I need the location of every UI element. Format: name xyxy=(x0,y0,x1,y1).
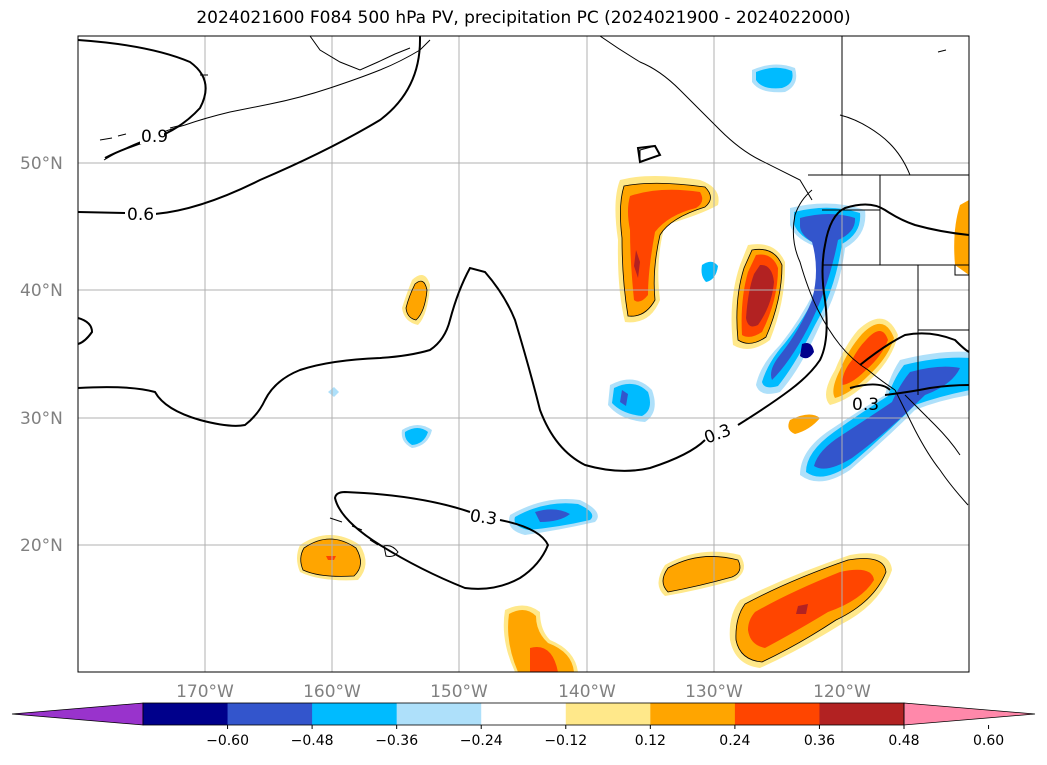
colorbar-segment xyxy=(734,703,820,725)
contour-label: 0.3 xyxy=(852,395,879,415)
map-title: 2024021600 F084 500 hPa PV, precipitatio… xyxy=(196,8,851,28)
lon-label-120w: 120°W xyxy=(813,682,871,702)
contour-label: 0.3 xyxy=(469,506,499,530)
colorbar-tick-label: −0.60 xyxy=(206,733,249,749)
colorbar-segment xyxy=(481,703,567,725)
colorbar-tick-label: 0.36 xyxy=(804,733,835,749)
precip-blob xyxy=(326,556,336,560)
colorbar-ticks: −0.60 −0.48 −0.36 −0.24 −0.12 0.12 0.24 0.36 0.4… xyxy=(206,725,1004,749)
colorbar-segment xyxy=(396,703,482,725)
lon-label-140w: 140°W xyxy=(558,682,616,702)
precip-blob xyxy=(406,281,427,320)
pv-contour-0.3-east xyxy=(849,332,969,396)
map-frame xyxy=(77,35,970,673)
pv-contour-0.6 xyxy=(78,36,421,215)
lat-label-20n: 20°N xyxy=(20,536,63,556)
precip-blob xyxy=(530,647,558,672)
colorbar-segment xyxy=(819,703,905,725)
contour-label: 0.9 xyxy=(141,127,168,147)
lat-label-30n: 30°N xyxy=(20,409,63,429)
colorbar-tick-label: −0.48 xyxy=(291,733,334,749)
colorbar-segment xyxy=(143,703,229,725)
colorbar-segment xyxy=(312,703,398,725)
lon-label-160w: 160°W xyxy=(303,682,361,702)
coastlines xyxy=(99,36,969,557)
precip-blob xyxy=(796,604,808,614)
lon-label-130w: 130°W xyxy=(685,682,743,702)
precip-blob xyxy=(756,67,793,89)
lon-label-150w: 150°W xyxy=(430,682,488,702)
pv-contour-small-ne xyxy=(636,144,662,164)
precip-blob xyxy=(620,390,628,406)
colorbar-tick-label: −0.24 xyxy=(460,733,503,749)
lon-label-170w: 170°W xyxy=(176,682,234,702)
colorbar-frame xyxy=(142,702,905,726)
precip-blob xyxy=(612,383,650,416)
precip-blob xyxy=(788,414,820,434)
precip-contour-lines xyxy=(300,182,887,663)
pv-contour-0.3-loop xyxy=(333,491,550,590)
precip-blob xyxy=(663,556,740,592)
pv-contour-left xyxy=(78,317,94,345)
colorbar-extend-high xyxy=(903,702,1036,726)
colorbar-tick-label: 0.24 xyxy=(719,733,750,749)
precip-blob xyxy=(628,189,703,302)
precip-blob xyxy=(954,200,969,275)
colorbar-segment xyxy=(565,703,651,725)
precip-blob xyxy=(328,387,339,397)
colorbar-tick-label: −0.36 xyxy=(375,733,418,749)
precip-blob xyxy=(508,609,574,672)
lat-label-40n: 40°N xyxy=(20,281,63,301)
precip-blob xyxy=(634,250,640,278)
precip-blob xyxy=(771,214,856,380)
colorbar-extend-low xyxy=(11,702,144,726)
lat-label-50n: 50°N xyxy=(20,154,63,174)
precip-blob xyxy=(800,343,814,359)
colorbar-tick-label: 0.48 xyxy=(888,733,919,749)
pv-contour-0.9 xyxy=(78,39,207,159)
colorbar-segment xyxy=(650,703,736,725)
pv-contour-0.3-main xyxy=(78,203,969,472)
colorbar-tick-label: 0.12 xyxy=(635,733,666,749)
contour-label: 0.6 xyxy=(127,205,154,225)
precip-blob xyxy=(842,331,888,385)
colorbar xyxy=(11,702,1036,726)
precip-blob xyxy=(404,428,428,445)
colorbar-segment xyxy=(227,703,313,725)
precip-blob xyxy=(746,264,774,327)
colorbar-tick-label: 0.60 xyxy=(973,733,1004,749)
colorbar-tick-label: −0.12 xyxy=(544,733,587,749)
precip-blob xyxy=(535,509,570,522)
precip-blob xyxy=(762,207,861,388)
pv-contours xyxy=(78,36,969,590)
